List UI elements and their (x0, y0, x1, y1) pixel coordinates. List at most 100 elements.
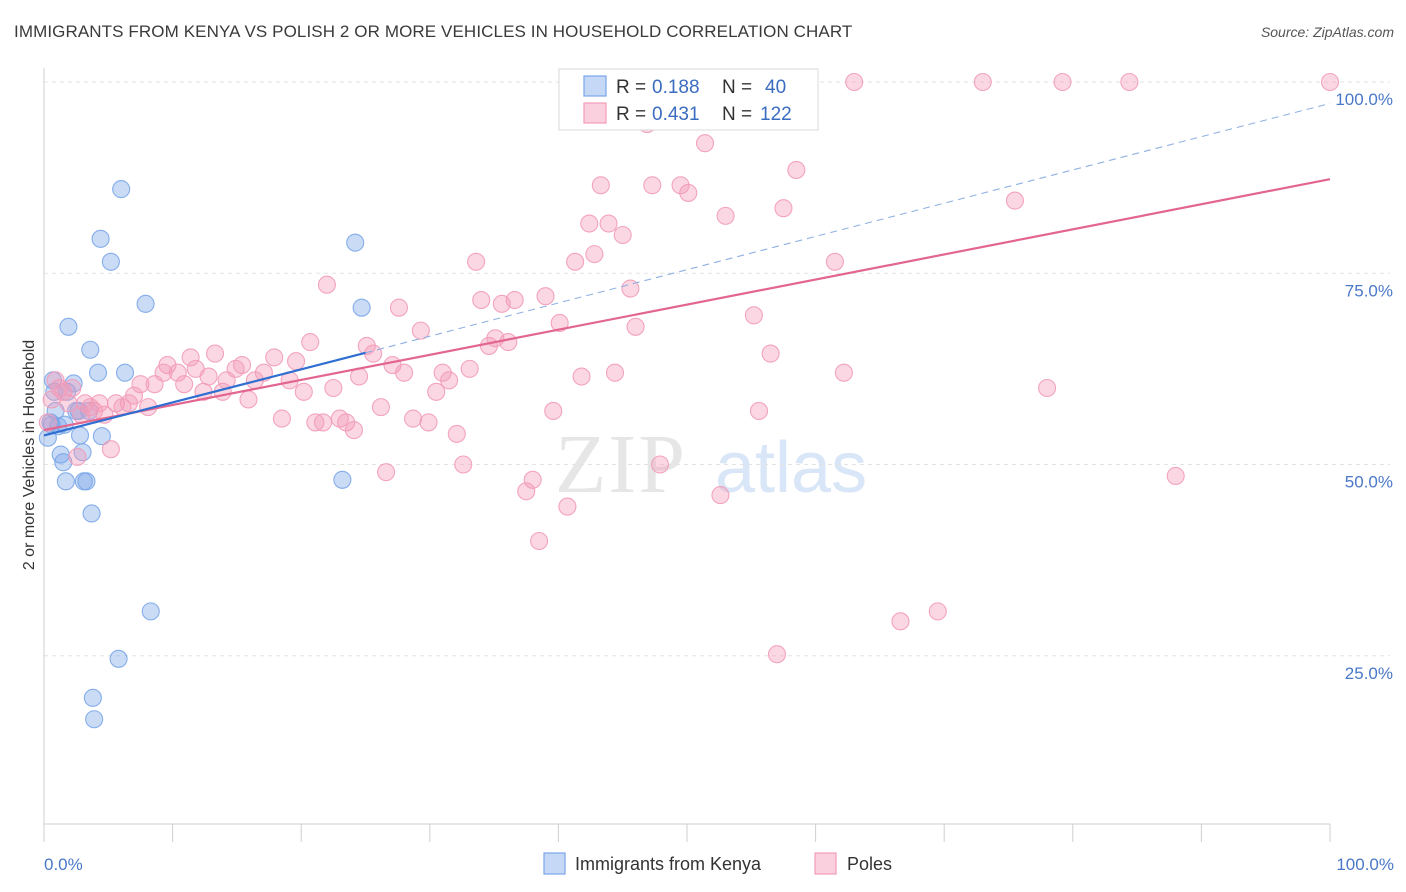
bottom-legend-poles-label: Poles (847, 854, 892, 874)
poles-point-82 (566, 252, 585, 271)
poles-point-98 (671, 176, 690, 195)
y-tick-label-1: 50.0% (1345, 473, 1393, 492)
poles-point-74 (505, 290, 524, 310)
poles-point-34 (232, 355, 252, 375)
poles-point-59 (404, 409, 423, 428)
poles-point-120 (1038, 378, 1057, 398)
poles-point-89 (613, 225, 632, 245)
kenya-point-34 (333, 470, 352, 489)
poles-point-118 (973, 72, 992, 92)
chart-title: IMMIGRANTS FROM KENYA VS POLISH 2 OR MOR… (14, 22, 853, 41)
kenya-point-10 (56, 472, 75, 491)
kenya-point-28 (101, 252, 120, 271)
kenya-point-12 (59, 317, 78, 336)
poles-point-24 (168, 363, 187, 382)
poles-point-49 (337, 413, 356, 432)
trend-lines (43, 102, 1331, 437)
kenya-point-33 (141, 602, 160, 621)
poles-point-54 (371, 398, 390, 417)
y-tick-label-0: 25.0% (1345, 664, 1393, 683)
poles-point-95 (650, 455, 670, 474)
poles-point-104 (716, 206, 735, 225)
poles-point-88 (605, 363, 625, 382)
poles-point-94 (643, 176, 662, 195)
legend-swatch-poles (583, 102, 607, 124)
kenya-point-23 (83, 688, 102, 707)
top-legend: R = 0.188 N = 40 R = 0.431 N = 122 (558, 68, 819, 131)
poles-point-107 (744, 306, 763, 325)
poles-point-114 (834, 363, 853, 382)
kenya-point-32 (136, 294, 155, 313)
legend-kenya-n-label: N = (722, 77, 752, 98)
poles-point-39 (272, 409, 291, 428)
poles-point-84 (580, 214, 599, 233)
x-tick-label-1: 100.0% (1336, 855, 1394, 874)
poles-point-23 (158, 355, 177, 375)
poles-point-115 (845, 72, 864, 92)
poles-point-112 (787, 160, 806, 180)
series-poles (38, 72, 1340, 664)
poles-point-19 (131, 375, 150, 394)
kenya-point-16 (70, 426, 90, 445)
poles-point-110 (767, 645, 787, 664)
poles-point-116 (891, 612, 910, 631)
poles-point-77 (530, 531, 549, 551)
kenya-point-19 (77, 472, 96, 491)
poles-point-101 (695, 134, 715, 153)
poles-point-83 (572, 367, 591, 386)
poles-point-35 (239, 390, 258, 409)
poles-point-45 (314, 413, 333, 432)
poles-point-60 (411, 321, 430, 340)
watermark-atlas: atlas (715, 428, 867, 508)
kenya-trend-dashed (365, 102, 1331, 354)
legend-poles-n-label: N = (722, 104, 752, 125)
poles-point-18 (124, 386, 144, 405)
kenya-point-36 (352, 298, 371, 317)
legend-kenya-r-value: 0.188 (652, 77, 700, 98)
poles-point-61 (419, 413, 438, 432)
poles-point-57 (389, 298, 408, 317)
legend-kenya-r-label: R = (616, 77, 646, 98)
poles-point-91 (626, 317, 645, 336)
poles-point-86 (591, 176, 610, 195)
poles-point-50 (344, 421, 363, 440)
poles-point-68 (467, 252, 486, 271)
poles-point-25 (175, 375, 194, 394)
poles-point-38 (265, 348, 284, 367)
poles-point-63 (433, 363, 452, 382)
poles-point-47 (324, 378, 343, 398)
poles-point-123 (1166, 466, 1185, 486)
poles-point-122 (1120, 72, 1139, 92)
poles-point-79 (544, 401, 563, 421)
legend-poles-r-label: R = (616, 104, 646, 125)
kenya-point-21 (81, 340, 100, 359)
kenya-point-29 (109, 649, 128, 668)
bottom-legend: Immigrants from Kenya Poles (543, 852, 892, 875)
bottom-legend-swatch-kenya (543, 852, 566, 875)
kenya-point-8 (54, 453, 73, 472)
kenya-point-35 (346, 233, 365, 252)
poles-point-6 (63, 378, 82, 398)
y-tick-label-2: 75.0% (1345, 281, 1393, 300)
x-ticks: 0.0% 100.0% (43, 824, 1394, 874)
poles-point-119 (1005, 191, 1024, 210)
poles-point-113 (825, 252, 844, 271)
poles-point-64 (440, 371, 459, 390)
poles-point-62 (427, 382, 446, 401)
bottom-legend-swatch-poles (814, 852, 837, 875)
legend-poles-r-value: 0.431 (652, 104, 700, 125)
poles-point-78 (536, 287, 555, 306)
poles-point-124 (1320, 72, 1340, 92)
kenya-point-27 (92, 427, 111, 446)
poles-point-76 (523, 470, 542, 489)
poles-point-80 (550, 313, 569, 333)
poles-point-109 (761, 344, 780, 363)
poles-point-99 (679, 183, 698, 202)
poles-point-90 (621, 279, 640, 298)
poles-point-108 (749, 401, 769, 421)
poles-point-67 (460, 359, 479, 378)
bottom-legend-kenya-label: Immigrants from Kenya (575, 854, 762, 874)
kenya-point-25 (88, 363, 108, 382)
kenya-point-24 (85, 710, 104, 729)
